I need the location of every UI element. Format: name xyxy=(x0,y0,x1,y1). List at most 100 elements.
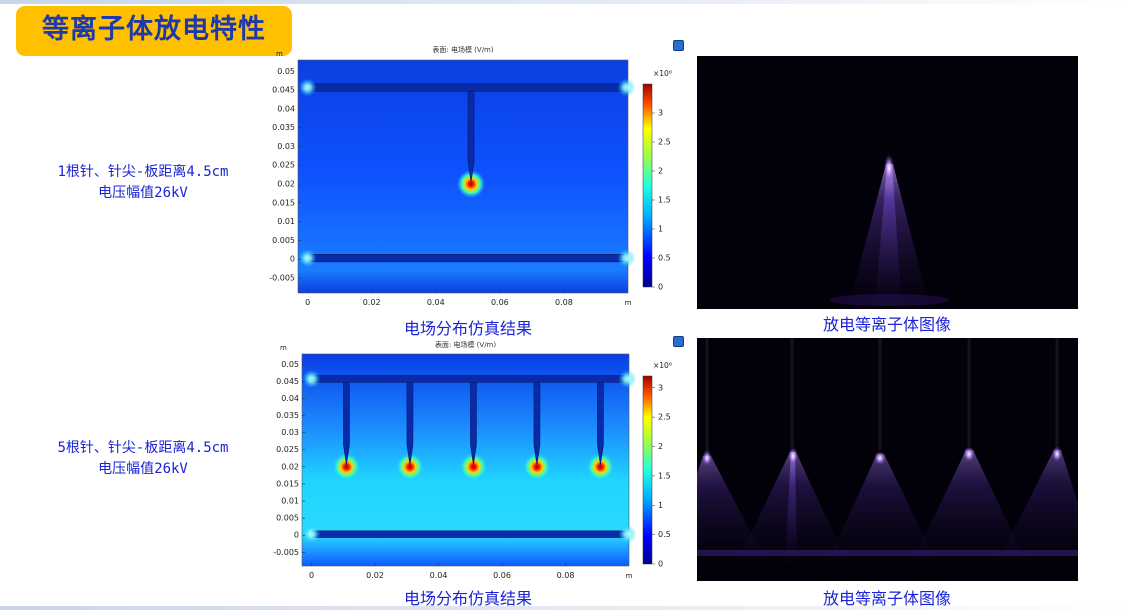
row2-photo-caption: 放电等离子体图像 xyxy=(822,589,951,608)
colorbar xyxy=(642,83,653,288)
y-tick-label: 0.035 xyxy=(272,123,295,132)
colorbar-tick-label: 0 xyxy=(658,560,663,569)
edge-field-hotspot xyxy=(298,249,317,268)
needle-tip-hotspot xyxy=(522,452,551,481)
y-tick-label: 0.01 xyxy=(277,217,295,226)
plot-title: 表面: 电场模 (V/m) xyxy=(432,45,494,54)
row1-label-line1: 1根针、针尖-板距离4.5cm xyxy=(57,164,229,180)
needle-electrode xyxy=(467,90,475,183)
y-tick-label: 0.05 xyxy=(277,67,295,76)
plot-title: 表面: 电场模 (V/m) xyxy=(435,340,497,349)
y-tick-label: 0.05 xyxy=(281,360,299,369)
row2-label-line2: 电压幅值26kV xyxy=(98,461,188,477)
y-tick-label: 0.04 xyxy=(277,104,295,113)
colorbar xyxy=(642,375,653,565)
x-axis-unit: m xyxy=(625,299,632,307)
edge-field-hotspot xyxy=(302,369,321,388)
title-banner: 等离子体放电特性 xyxy=(16,6,292,56)
needle-electrode xyxy=(343,382,350,465)
x-tick-label: 0.02 xyxy=(363,298,381,307)
y-axis-unit: m xyxy=(276,50,283,58)
edge-field-hotspot xyxy=(618,525,637,544)
colorbar-tick-label: 2.5 xyxy=(658,138,671,147)
edge-field-hotspot xyxy=(617,249,636,268)
colorbar-tick-label: 2 xyxy=(658,442,663,451)
needle-tip-hotspot xyxy=(457,170,486,199)
row2-sim-caption: 电场分布仿真结果 xyxy=(403,589,532,608)
y-tick-label: 0.01 xyxy=(281,497,299,506)
ground-electrode-plate xyxy=(307,253,627,263)
hv-electrode-plate xyxy=(307,83,627,92)
needle-electrode xyxy=(470,382,477,465)
x-tick-label: 0.02 xyxy=(366,571,384,580)
colorbar-tick-label: 2.5 xyxy=(658,413,671,422)
y-tick-label: 0.03 xyxy=(277,142,295,151)
needle-electrode xyxy=(406,382,414,465)
colorbar-tick-label: 1.5 xyxy=(658,471,671,480)
x-tick-label: 0.06 xyxy=(491,298,509,307)
hv-electrode-plate xyxy=(311,375,628,383)
y-axis-unit: m xyxy=(280,344,287,352)
edge-field-hotspot xyxy=(298,78,317,97)
image-icon xyxy=(673,336,684,347)
image-icon xyxy=(673,40,684,51)
simulation-plot-2: 表面: 电场模 (V/m) m m 0.05 0.045 0.04 0.035 0.03 0.0… xyxy=(273,340,672,580)
y-tick-label: 0 xyxy=(290,255,295,264)
colorbar-tick-label: 0.5 xyxy=(658,530,671,539)
row1-label-line2: 电压幅值26kV xyxy=(98,185,188,201)
row1-condition-label: 1根针、针尖-板距离4.5cm 电压幅值26kV xyxy=(18,162,268,204)
colorbar-tick-label: 1 xyxy=(658,225,663,234)
x-tick-label: 0 xyxy=(305,298,310,307)
needle-electrode xyxy=(533,382,541,465)
needle-electrode xyxy=(597,382,604,465)
bottom-border xyxy=(0,606,1133,610)
y-tick-label: 0.035 xyxy=(276,411,299,420)
row2-condition-label: 5根针、针尖-板距离4.5cm 电压幅值26kV xyxy=(18,438,268,480)
needle-tip-hotspot xyxy=(459,452,488,481)
simulation-plot-1: 表面: 电场模 (V/m) m m 0.05 0.045 0.04 0.035 0.03 0.0… xyxy=(269,45,672,307)
page-title: 等离子体放电特性 xyxy=(42,14,266,45)
colorbar-tick-label: 1.5 xyxy=(658,196,671,205)
y-tick-label: 0.025 xyxy=(272,161,295,170)
y-tick-label: 0.015 xyxy=(276,479,299,488)
x-tick-label: 0.04 xyxy=(427,298,445,307)
y-tick-label: 0.03 xyxy=(281,428,299,437)
edge-field-hotspot xyxy=(618,369,637,388)
y-tick-label: 0.025 xyxy=(276,445,299,454)
needle-tip-hotspot xyxy=(332,452,361,481)
colorbar-tick-label: 2 xyxy=(658,167,663,176)
x-tick-label: 0.06 xyxy=(493,571,511,580)
colorbar-exponent: ×10⁶ xyxy=(653,361,672,370)
colorbar-exponent: ×10⁶ xyxy=(653,69,672,78)
needle-tip-hotspot xyxy=(395,452,424,481)
discharge-photo-1 xyxy=(697,56,1078,309)
colorbar-tick-label: 0 xyxy=(658,283,663,292)
y-tick-label: 0.045 xyxy=(276,377,299,386)
edge-field-hotspot xyxy=(302,525,321,544)
ground-electrode-plate xyxy=(311,530,628,538)
y-tick-label: 0 xyxy=(294,531,299,540)
colorbar-tick-label: 1 xyxy=(658,501,663,510)
y-tick-label: 0.015 xyxy=(272,198,295,207)
x-tick-label: 0.08 xyxy=(557,571,575,580)
colorbar-tick-label: 3 xyxy=(658,109,663,118)
y-tick-label: 0.02 xyxy=(281,462,299,471)
row1-photo-caption: 放电等离子体图像 xyxy=(822,315,951,334)
discharge-photo-2 xyxy=(697,338,1078,581)
x-tick-label: 0 xyxy=(309,571,314,580)
y-tick-label: 0.005 xyxy=(276,514,299,523)
edge-field-hotspot xyxy=(617,78,636,97)
y-tick-label: 0.005 xyxy=(272,236,295,245)
y-tick-label: 0.045 xyxy=(272,86,295,95)
x-axis-unit: m xyxy=(626,572,633,580)
plasma-glow-single xyxy=(829,154,949,306)
colorbar-tick-label: 0.5 xyxy=(658,254,671,263)
x-tick-label: 0.04 xyxy=(430,571,448,580)
row1-sim-caption: 电场分布仿真结果 xyxy=(403,319,532,338)
row2-label-line1: 5根针、针尖-板距离4.5cm xyxy=(57,440,229,456)
y-tick-label: 0.04 xyxy=(281,394,299,403)
top-border xyxy=(0,0,1133,4)
colorbar-tick-label: 3 xyxy=(658,383,663,392)
plasma-glow-array xyxy=(697,338,1078,563)
needle-tip-hotspot xyxy=(586,452,615,481)
